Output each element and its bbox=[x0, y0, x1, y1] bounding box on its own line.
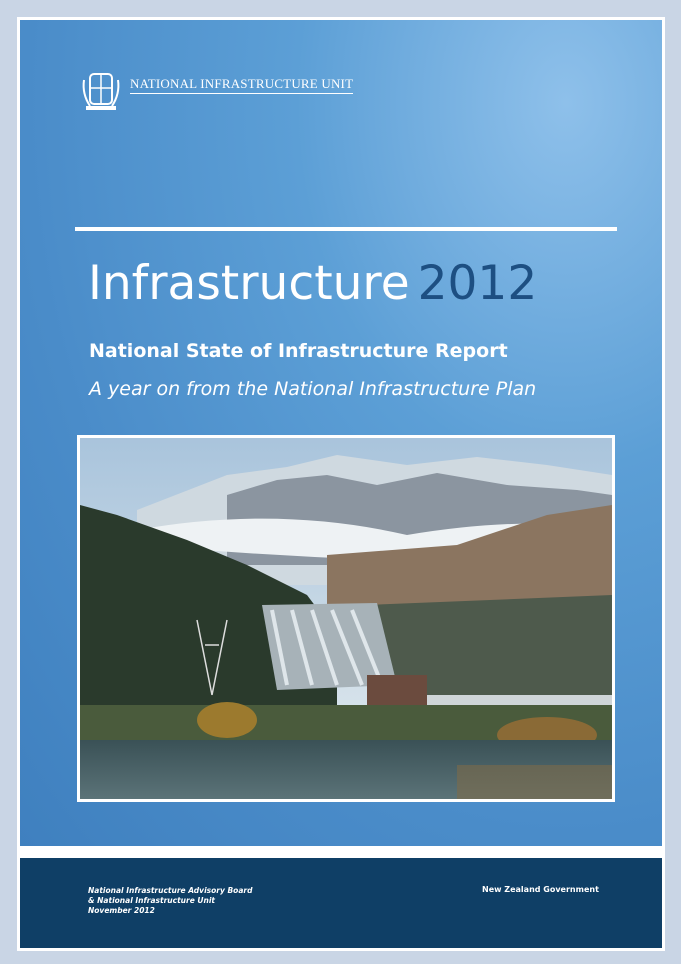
title-year: 2012 bbox=[418, 256, 538, 311]
crest-icon bbox=[78, 68, 126, 116]
footer: National Infrastructure Advisory Board &… bbox=[20, 858, 662, 948]
footer-line: November 2012 bbox=[88, 906, 252, 916]
cover-photo bbox=[77, 435, 615, 802]
document-page: NATIONAL INFRASTRUCTURE UNIT Infrastruct… bbox=[17, 17, 665, 951]
government-logo: New Zealand Government bbox=[482, 885, 599, 894]
footer-credits: National Infrastructure Advisory Board &… bbox=[88, 886, 252, 916]
footer-line: National Infrastructure Advisory Board bbox=[88, 886, 252, 896]
tagline: A year on from the National Infrastructu… bbox=[89, 378, 536, 400]
footer-line: & National Infrastructure Unit bbox=[88, 896, 252, 906]
title-main: Infrastructure bbox=[88, 256, 410, 311]
cover: NATIONAL INFRASTRUCTURE UNIT Infrastruct… bbox=[20, 20, 662, 846]
unit-name: NATIONAL INFRASTRUCTURE UNIT bbox=[130, 76, 353, 94]
divider bbox=[75, 227, 617, 231]
subtitle: National State of Infrastructure Report bbox=[89, 340, 508, 362]
page-root: NATIONAL INFRASTRUCTURE UNIT Infrastruct… bbox=[0, 0, 681, 964]
